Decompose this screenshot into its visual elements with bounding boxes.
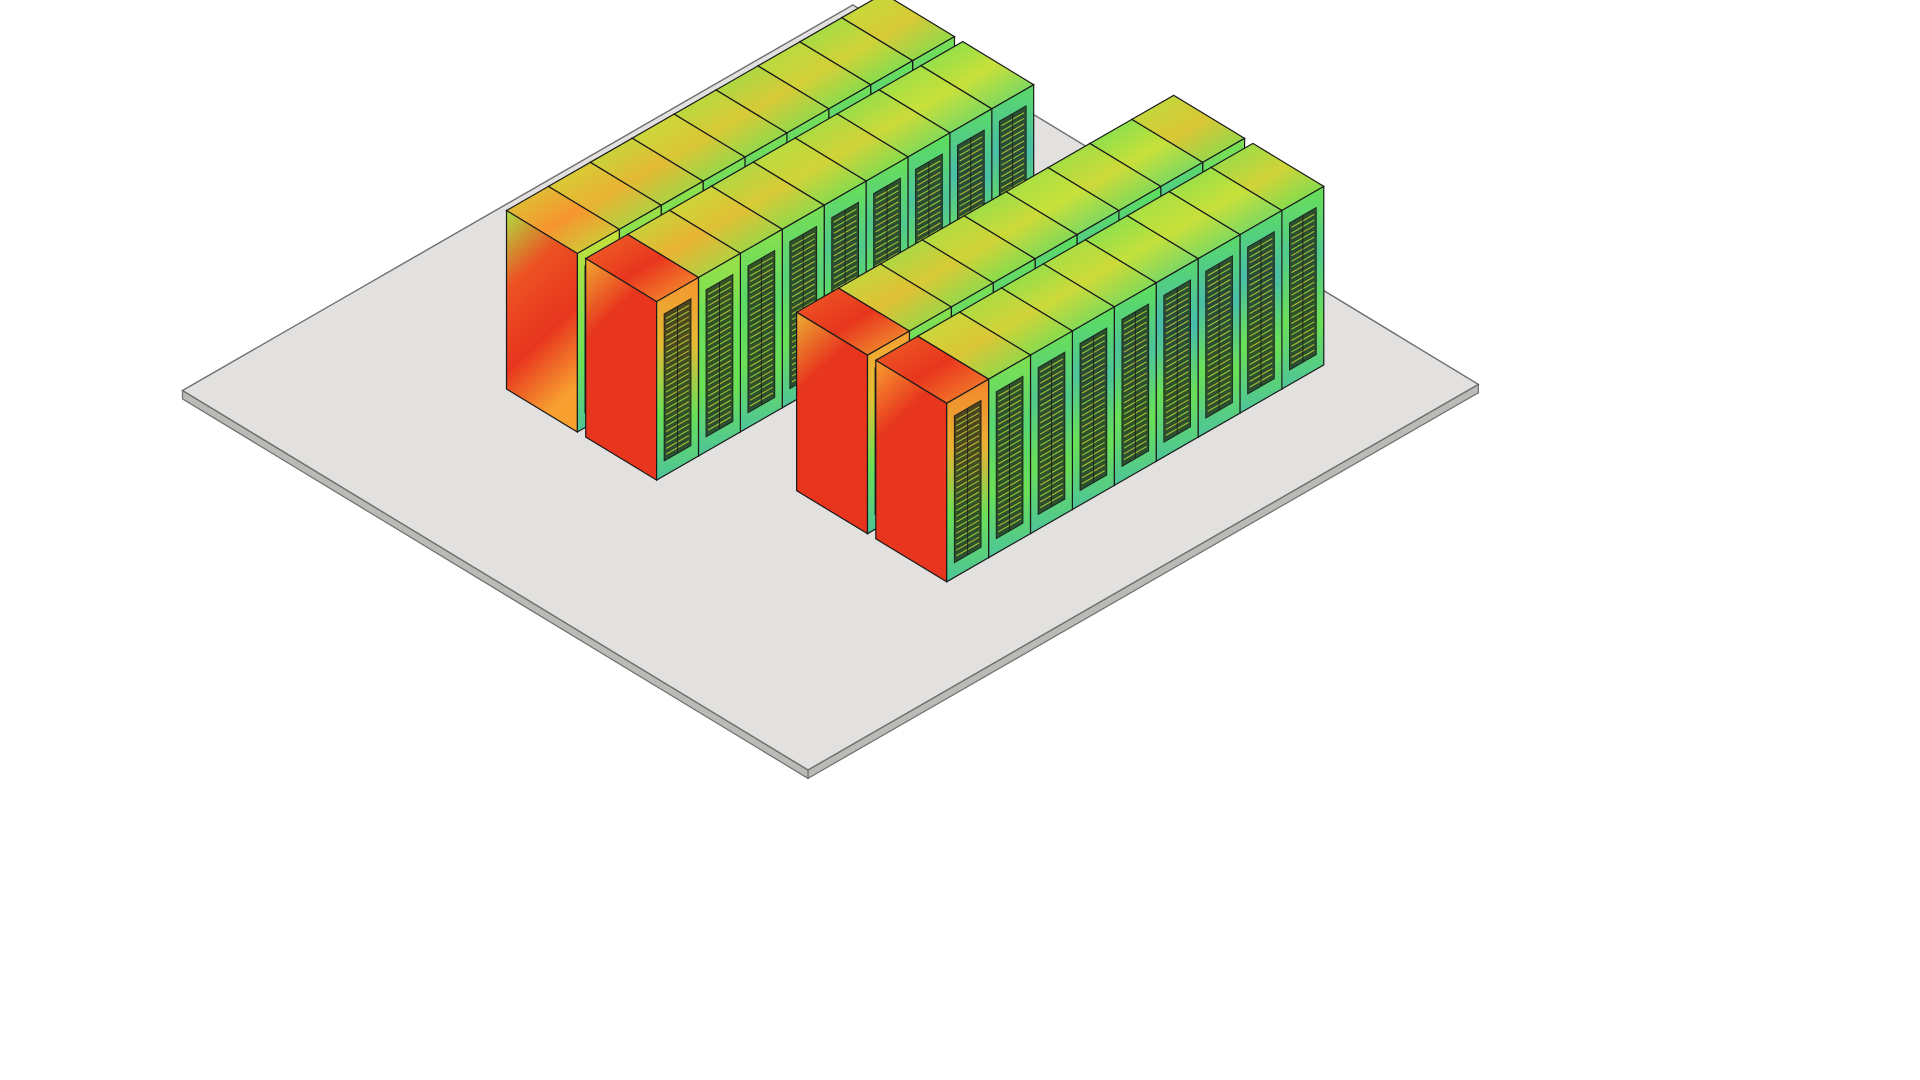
server-rack — [584, 233, 700, 482]
rack-array — [505, 0, 1325, 583]
server-rack — [874, 335, 990, 583]
